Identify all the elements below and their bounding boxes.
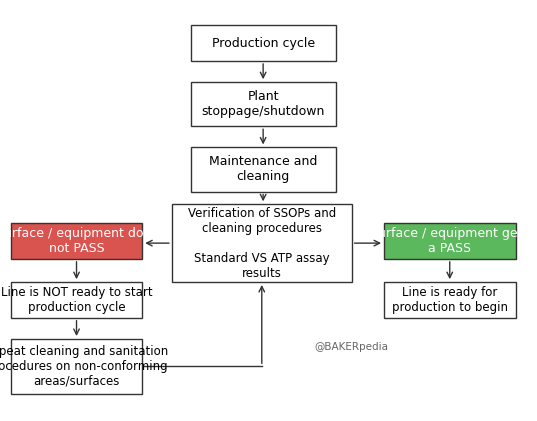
FancyBboxPatch shape xyxy=(384,282,516,318)
Text: Surface / equipment gets
a PASS: Surface / equipment gets a PASS xyxy=(370,227,529,255)
FancyBboxPatch shape xyxy=(191,25,336,61)
FancyBboxPatch shape xyxy=(11,339,142,394)
FancyBboxPatch shape xyxy=(172,204,352,282)
FancyBboxPatch shape xyxy=(11,223,142,259)
Text: Line is ready for
production to begin: Line is ready for production to begin xyxy=(391,286,508,314)
FancyBboxPatch shape xyxy=(384,223,516,259)
Text: Production cycle: Production cycle xyxy=(212,37,315,50)
Text: Plant
stoppage/shutdown: Plant stoppage/shutdown xyxy=(201,90,325,118)
FancyBboxPatch shape xyxy=(11,282,142,318)
Text: Repeat cleaning and sanitation
procedures on non-conforming
areas/surfaces: Repeat cleaning and sanitation procedure… xyxy=(0,345,169,388)
Text: @BAKERpedia: @BAKERpedia xyxy=(314,342,388,352)
FancyBboxPatch shape xyxy=(191,82,336,126)
Text: Line is NOT ready to start
production cycle: Line is NOT ready to start production cy… xyxy=(1,286,153,314)
Text: Verification of SSOPs and
cleaning procedures

Standard VS ATP assay
results: Verification of SSOPs and cleaning proce… xyxy=(187,207,336,280)
Text: Maintenance and
cleaning: Maintenance and cleaning xyxy=(209,155,317,184)
FancyBboxPatch shape xyxy=(191,147,336,192)
Text: Surface / equipment does
not PASS: Surface / equipment does not PASS xyxy=(0,227,157,255)
